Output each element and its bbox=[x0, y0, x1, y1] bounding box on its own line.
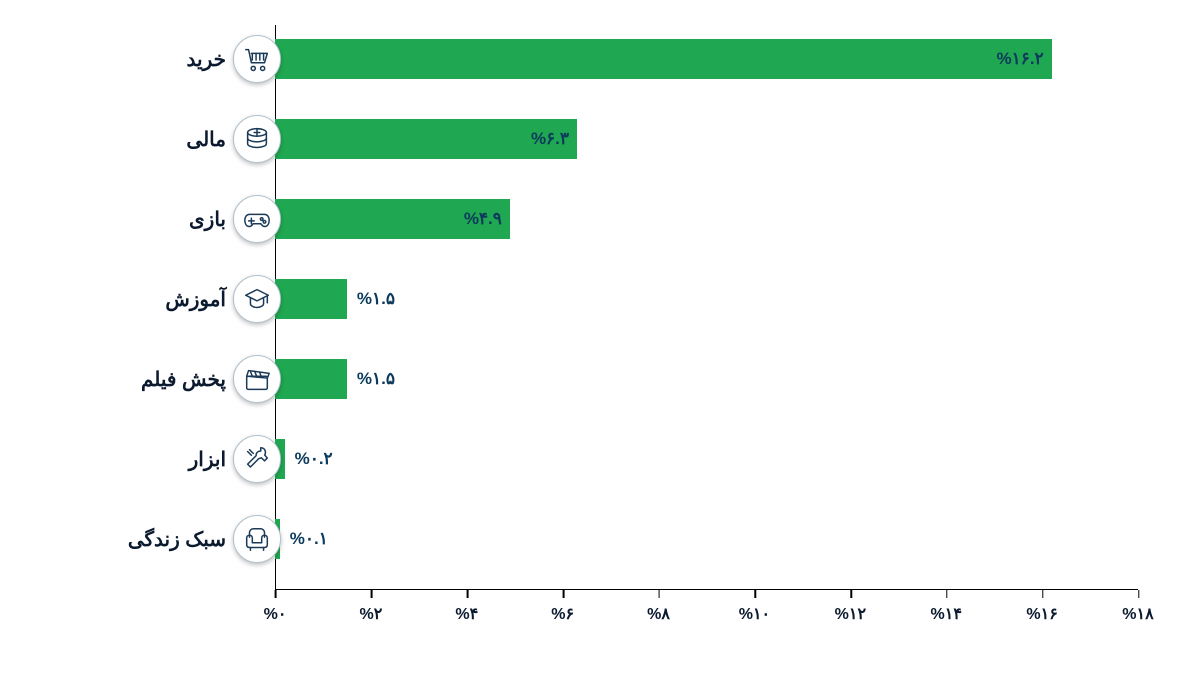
value-label: %۴.۹ bbox=[464, 199, 502, 239]
bar bbox=[275, 279, 347, 319]
chart-row: سبک زندگی %۰.۱ bbox=[70, 513, 1138, 565]
gradcap-icon bbox=[233, 275, 281, 323]
category-label: سبک زندگی bbox=[70, 527, 230, 552]
value-label: %۱۶.۲ bbox=[996, 39, 1043, 79]
category-label: بازی bbox=[70, 207, 230, 232]
chart-row: پخش فیلم %۱.۵ bbox=[70, 353, 1138, 405]
chart-row: خرید %۱۶.۲ bbox=[70, 33, 1138, 85]
category-label: پخش فیلم bbox=[70, 367, 230, 392]
value-label: %۰.۲ bbox=[295, 439, 333, 479]
chart-row: مالی %۶.۳ bbox=[70, 113, 1138, 165]
x-tick: %۶ bbox=[551, 590, 574, 624]
cart-icon bbox=[233, 35, 281, 83]
x-tick: %۸ bbox=[647, 590, 670, 624]
x-tick: %۱۰ bbox=[739, 590, 770, 624]
category-label: خرید bbox=[70, 47, 230, 72]
armchair-icon bbox=[233, 515, 281, 563]
x-tick: %۰ bbox=[264, 590, 287, 624]
clapper-icon bbox=[233, 355, 281, 403]
x-tick: %۱۴ bbox=[931, 590, 962, 624]
bar bbox=[275, 39, 1052, 79]
value-label: %۰.۱ bbox=[290, 519, 328, 559]
bar bbox=[275, 359, 347, 399]
x-tick: %۲ bbox=[359, 590, 382, 624]
gamepad-icon bbox=[233, 195, 281, 243]
category-label: ابزار bbox=[70, 447, 230, 472]
tools-icon bbox=[233, 435, 281, 483]
category-label: مالی bbox=[70, 127, 230, 152]
value-label: %۱.۵ bbox=[357, 359, 395, 399]
chart-row: بازی %۴.۹ bbox=[70, 193, 1138, 245]
x-tick: %۱۶ bbox=[1026, 590, 1057, 624]
chart-row: آموزش %۱.۵ bbox=[70, 273, 1138, 325]
x-tick: %۴ bbox=[455, 590, 478, 624]
value-label: %۱.۵ bbox=[357, 279, 395, 319]
chart-row: ابزار %۰.۲ bbox=[70, 433, 1138, 485]
category-label: آموزش bbox=[70, 287, 230, 312]
chart: %۰%۲%۴%۶%۸%۱۰%۱۲%۱۴%۱۶%۱۸ خرید%۱۶.۲مالی%… bbox=[70, 25, 1138, 630]
x-tick: %۱۸ bbox=[1122, 590, 1153, 624]
x-axis: %۰%۲%۴%۶%۸%۱۰%۱۲%۱۴%۱۶%۱۸ bbox=[275, 590, 1138, 630]
x-tick: %۱۲ bbox=[835, 590, 866, 624]
value-label: %۶.۳ bbox=[531, 119, 569, 159]
finance-icon bbox=[233, 115, 281, 163]
